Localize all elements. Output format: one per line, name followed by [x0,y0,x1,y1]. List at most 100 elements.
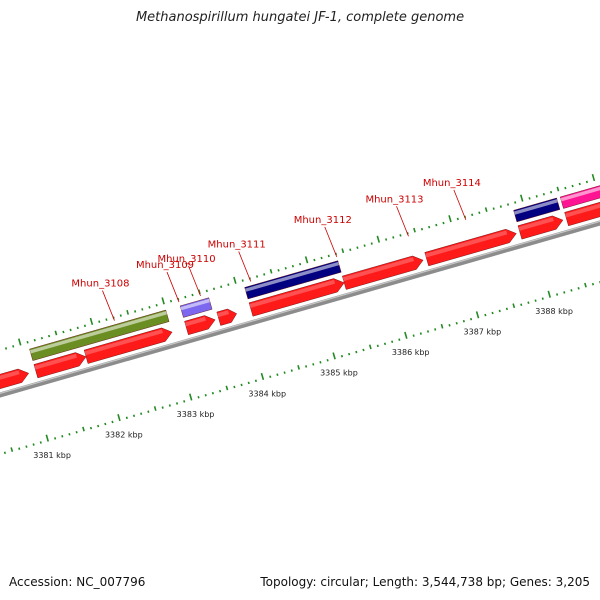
kbp-tick-mark [383,342,387,346]
outer-tick-mark [291,264,294,268]
outer-tick-mark [304,256,309,264]
olive-feature-shine [29,311,168,354]
gene-leader-line [453,189,467,220]
kbp-tick-mark [125,416,128,420]
gene-leader-line [324,226,338,257]
kbp-tick-mark [577,287,580,290]
outer-tick-mark [478,211,481,215]
kbp-tick-mark [340,354,344,358]
cds-arrow-shine [564,203,600,218]
accession-text: Accession: NC_007796 [9,575,146,589]
kbp-tick-mark [260,372,265,381]
kbp-tick-mark [570,289,573,292]
kbp-tick-mark [455,321,458,325]
outer-tick-mark [269,268,273,274]
feature-layer [0,185,600,389]
outer-tick-mark [564,186,567,190]
kbp-tick-mark [547,290,552,298]
kbp-tick-label: 3387 kbp [464,328,502,337]
kbp-tick-mark [419,332,422,335]
kbp-tick-mark [412,334,415,337]
outer-tick-mark [83,324,87,328]
outer-tick-mark [435,223,438,227]
kbp-tick-mark [161,406,164,409]
gene-label: Mhun_3110 [157,254,215,265]
outer-tick-mark [327,254,330,258]
kbp-tick-mark [218,389,222,393]
kbp-tick-mark [505,307,508,311]
gene-label: Mhun_3111 [208,240,266,251]
kbp-tick-row: 3381 kbp 3382 kbp 3383 kbp 3384 kbp 3385 kbp… [3,281,600,460]
kbp-tick-mark [556,293,559,296]
cds-arrow-shine [342,257,414,282]
kbp-tick-mark [233,385,236,389]
outer-tick-mark [220,285,223,289]
outer-tick-mark [48,334,51,338]
kbp-tick-mark [211,391,214,395]
kbp-tick-mark [247,381,250,385]
kbp-tick-mark [104,422,107,426]
kbp-tick-mark [18,447,21,450]
outer-tick-mark [141,308,144,311]
outer-tick-mark [98,320,101,323]
kbp-tick-mark [140,412,143,415]
kbp-tick-mark [362,348,365,352]
kbp-tick-label: 3386 kbp [392,348,430,357]
kbp-tick-mark [527,301,530,304]
kbp-tick-mark [183,400,186,403]
outer-tick-mark [148,306,151,309]
outer-tick-mark [33,338,36,342]
outer-tick-mark [370,242,373,245]
outer-tick-mark [341,248,345,254]
kbp-tick-mark [32,443,35,446]
outer-tick-mark [227,283,230,286]
kbp-tick-mark [398,338,401,341]
outer-tick-mark [126,309,130,315]
kbp-tick-mark [355,350,358,354]
kbp-tick-label: 3383 kbp [177,410,215,419]
outer-tick-mark [26,340,29,344]
outer-tick-mark [263,273,266,276]
outer-tick-mark [76,326,79,330]
kbp-tick-mark [391,340,394,344]
navy-feature-shine [244,261,340,292]
gene-label: Mhun_3114 [423,178,481,189]
kbp-tick-mark [225,385,229,391]
outer-tick-mark [499,205,502,208]
kbp-tick-mark [147,410,150,413]
navy-feature-shine [513,199,558,215]
outer-tick-mark [363,244,366,247]
outer-tick-mark [442,221,445,225]
kbp-tick-mark [283,371,286,374]
gene-leader-line [166,271,180,303]
cds-arrow-shine [249,279,336,308]
gene-leader-line [102,290,115,321]
outer-tick-mark [528,197,531,200]
kbp-tick-mark [326,358,329,362]
kbp-tick-mark [426,330,430,333]
kbp-tick-mark [39,441,42,444]
kbp-tick-mark [3,451,6,455]
outer-tick-mark [169,299,173,303]
cds-arrow-shine [184,316,207,327]
outer-tick-mark [205,289,208,293]
outer-tick-mark [542,192,545,196]
kbp-tick-mark [10,447,14,453]
kbp-tick-mark [404,331,408,339]
kbp-tick-mark [111,420,114,424]
kbp-tick-mark [491,311,494,315]
outer-tick-mark [69,328,72,332]
cds-arrow-shine [217,310,230,318]
kbp-tick-mark [520,303,523,307]
kbp-tick-mark [305,365,308,368]
kbp-tick-mark [132,414,136,418]
outer-tick-mark [17,338,22,346]
kbp-tick-mark [290,369,293,372]
outer-tick-mark [428,225,431,229]
kbp-tick-mark [332,352,336,360]
outer-tick-mark [492,207,495,210]
kbp-tick-mark [348,352,351,356]
outer-tick-mark [184,295,187,299]
kbp-tick-mark [254,379,257,383]
